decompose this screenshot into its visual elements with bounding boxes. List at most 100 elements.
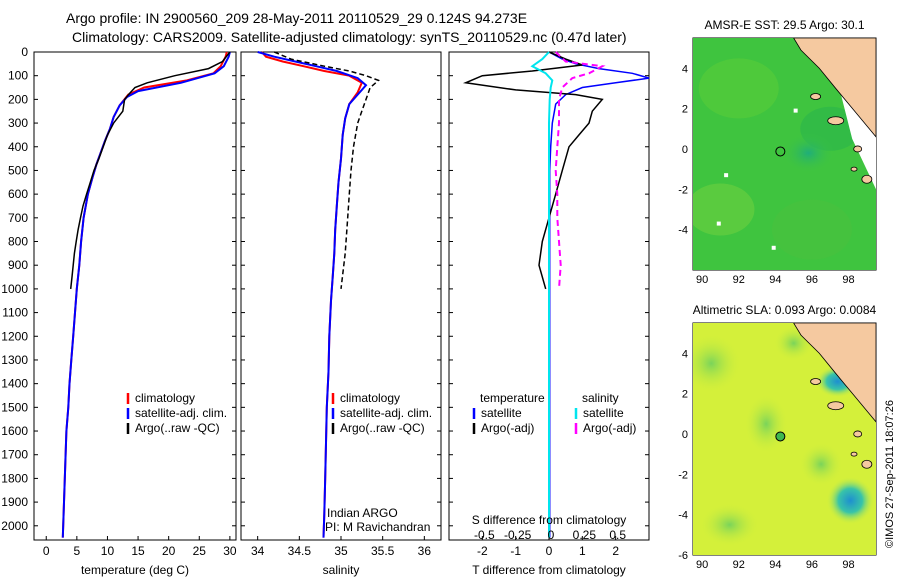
land-island — [861, 174, 873, 184]
series-satellite-adj-clim- — [61, 51, 231, 538]
x-tick-label: 35.5 — [371, 544, 395, 558]
legend-entry: Argo(..raw -QC) — [340, 421, 425, 435]
x-tick-label: 36 — [418, 544, 432, 558]
map-x-tick-label: 90 — [696, 559, 708, 571]
x-tick-label: 30 — [223, 544, 237, 558]
sla-patch — [799, 442, 844, 487]
x-tick-label: -2 — [477, 544, 488, 558]
sst-patch — [782, 132, 835, 173]
depth-tick-label: 2000 — [1, 519, 28, 533]
sst-patch — [771, 199, 852, 260]
x-tick-label: 35 — [334, 544, 348, 558]
depth-tick-label: 0 — [21, 45, 28, 59]
map-x-tick-label: 92 — [733, 274, 745, 286]
missing-data-pixel — [716, 221, 721, 226]
depth-tick-label: 1300 — [1, 353, 28, 367]
sla-patch — [744, 393, 789, 454]
x-tick-label: 5 — [74, 544, 81, 558]
map-x-tick-label: 96 — [806, 274, 818, 286]
x-axis-label: temperature (deg C) — [81, 563, 189, 577]
legend-entry: satellite-adj. clim. — [135, 406, 227, 420]
land-island — [810, 378, 822, 385]
land-island — [810, 93, 822, 100]
land-island — [827, 401, 845, 411]
map-y-tick-label: -6 — [678, 550, 688, 562]
legend-header: salinity — [582, 391, 619, 405]
depth-tick-label: 1700 — [1, 448, 28, 462]
x-axis-label: T difference from climatology — [472, 563, 626, 577]
legend-entry: climatology — [135, 391, 195, 405]
depth-tick-label: 1200 — [1, 329, 28, 343]
x-axis-label: salinity — [323, 563, 360, 577]
land-sumatra — [793, 38, 876, 138]
map-y-tick-label: 2 — [682, 104, 688, 116]
depth-tick-label: 1100 — [2, 306, 28, 320]
x-tick-label: 34 — [251, 544, 265, 558]
map-y-tick-label: -2 — [678, 469, 688, 481]
x2-tick-label: -0.5 — [474, 528, 495, 542]
depth-tick-label: 1600 — [1, 424, 28, 438]
figure-title-line1: Argo profile: IN 2900560_209 28-May-2011… — [66, 10, 528, 26]
depth-tick-label: 1400 — [1, 377, 28, 391]
missing-data-pixel — [771, 245, 776, 250]
x-tick-label: -1 — [510, 544, 521, 558]
missing-data-pixel — [724, 173, 729, 178]
land-sumatra — [793, 323, 876, 423]
legend-entry: satellite — [583, 406, 624, 420]
map-x-tick-label: 98 — [842, 274, 854, 286]
map-y-tick-label: -4 — [678, 225, 688, 237]
plot-frame — [33, 51, 237, 541]
map-y-tick-label: 4 — [682, 348, 688, 360]
depth-tick-label: 100 — [8, 69, 28, 83]
x2-tick-label: 0 — [548, 528, 555, 542]
map-y-tick-label: 0 — [682, 144, 688, 156]
map-x-tick-label: 96 — [806, 559, 818, 571]
depth-tick-label: 1900 — [1, 495, 28, 509]
annotation-line: PI: M Ravichandran — [325, 520, 430, 534]
copyright-label: ©IMOS 27-Sep-2011 18:07:26 — [884, 400, 896, 548]
map-title: AMSR-E SST: 29.5 Argo: 30.1 — [704, 18, 864, 32]
land-island — [853, 430, 863, 438]
depth-tick-label: 1000 — [1, 282, 28, 296]
argo-position-marker — [775, 146, 786, 157]
series-argo-raw-qc- — [274, 51, 380, 289]
map-y-tick-label: -4 — [678, 510, 688, 522]
map-x-tick-label: 98 — [842, 559, 854, 571]
sst-patch — [698, 58, 779, 119]
legend-header: temperature — [480, 391, 545, 405]
x2-tick-label: 0.5 — [609, 528, 626, 542]
x-tick-label: 0 — [43, 544, 50, 558]
land-island — [853, 145, 863, 153]
annotation-line: Indian ARGO — [327, 506, 398, 520]
map-x-tick-label: 94 — [769, 559, 781, 571]
sst-map-field — [693, 38, 876, 270]
legend-entry: Argo(..raw -QC) — [135, 421, 220, 435]
x-tick-label: 15 — [131, 544, 145, 558]
series-salinity-satellite — [530, 51, 554, 538]
x-tick-label: 20 — [162, 544, 176, 558]
argo-position-marker — [775, 431, 786, 442]
sla-patch — [699, 502, 760, 547]
legend-entry: satellite — [481, 406, 522, 420]
series-temperature-satellite — [548, 51, 650, 538]
land-island — [861, 459, 873, 469]
x-tick-label: 25 — [193, 544, 207, 558]
x-tick-label: 10 — [101, 544, 115, 558]
plot-frame — [240, 51, 442, 541]
depth-tick-label: 400 — [8, 140, 28, 154]
sla-eddy — [826, 476, 875, 525]
x2-tick-label: 0.25 — [573, 528, 597, 542]
missing-data-pixel — [793, 108, 798, 113]
series-climatology — [261, 51, 364, 538]
x2-tick-label: -0.25 — [504, 528, 532, 542]
x-tick-label: 2 — [612, 544, 619, 558]
legend-entry: climatology — [340, 391, 400, 405]
depth-tick-label: 800 — [8, 235, 28, 249]
depth-tick-label: 1800 — [1, 471, 28, 485]
depth-tick-label: 500 — [8, 163, 28, 177]
depth-tick-label: 200 — [8, 92, 28, 106]
series-climatology — [61, 51, 228, 538]
depth-tick-label: 300 — [8, 116, 28, 130]
depth-tick-label: 600 — [8, 187, 28, 201]
map-y-tick-label: -2 — [678, 184, 688, 196]
